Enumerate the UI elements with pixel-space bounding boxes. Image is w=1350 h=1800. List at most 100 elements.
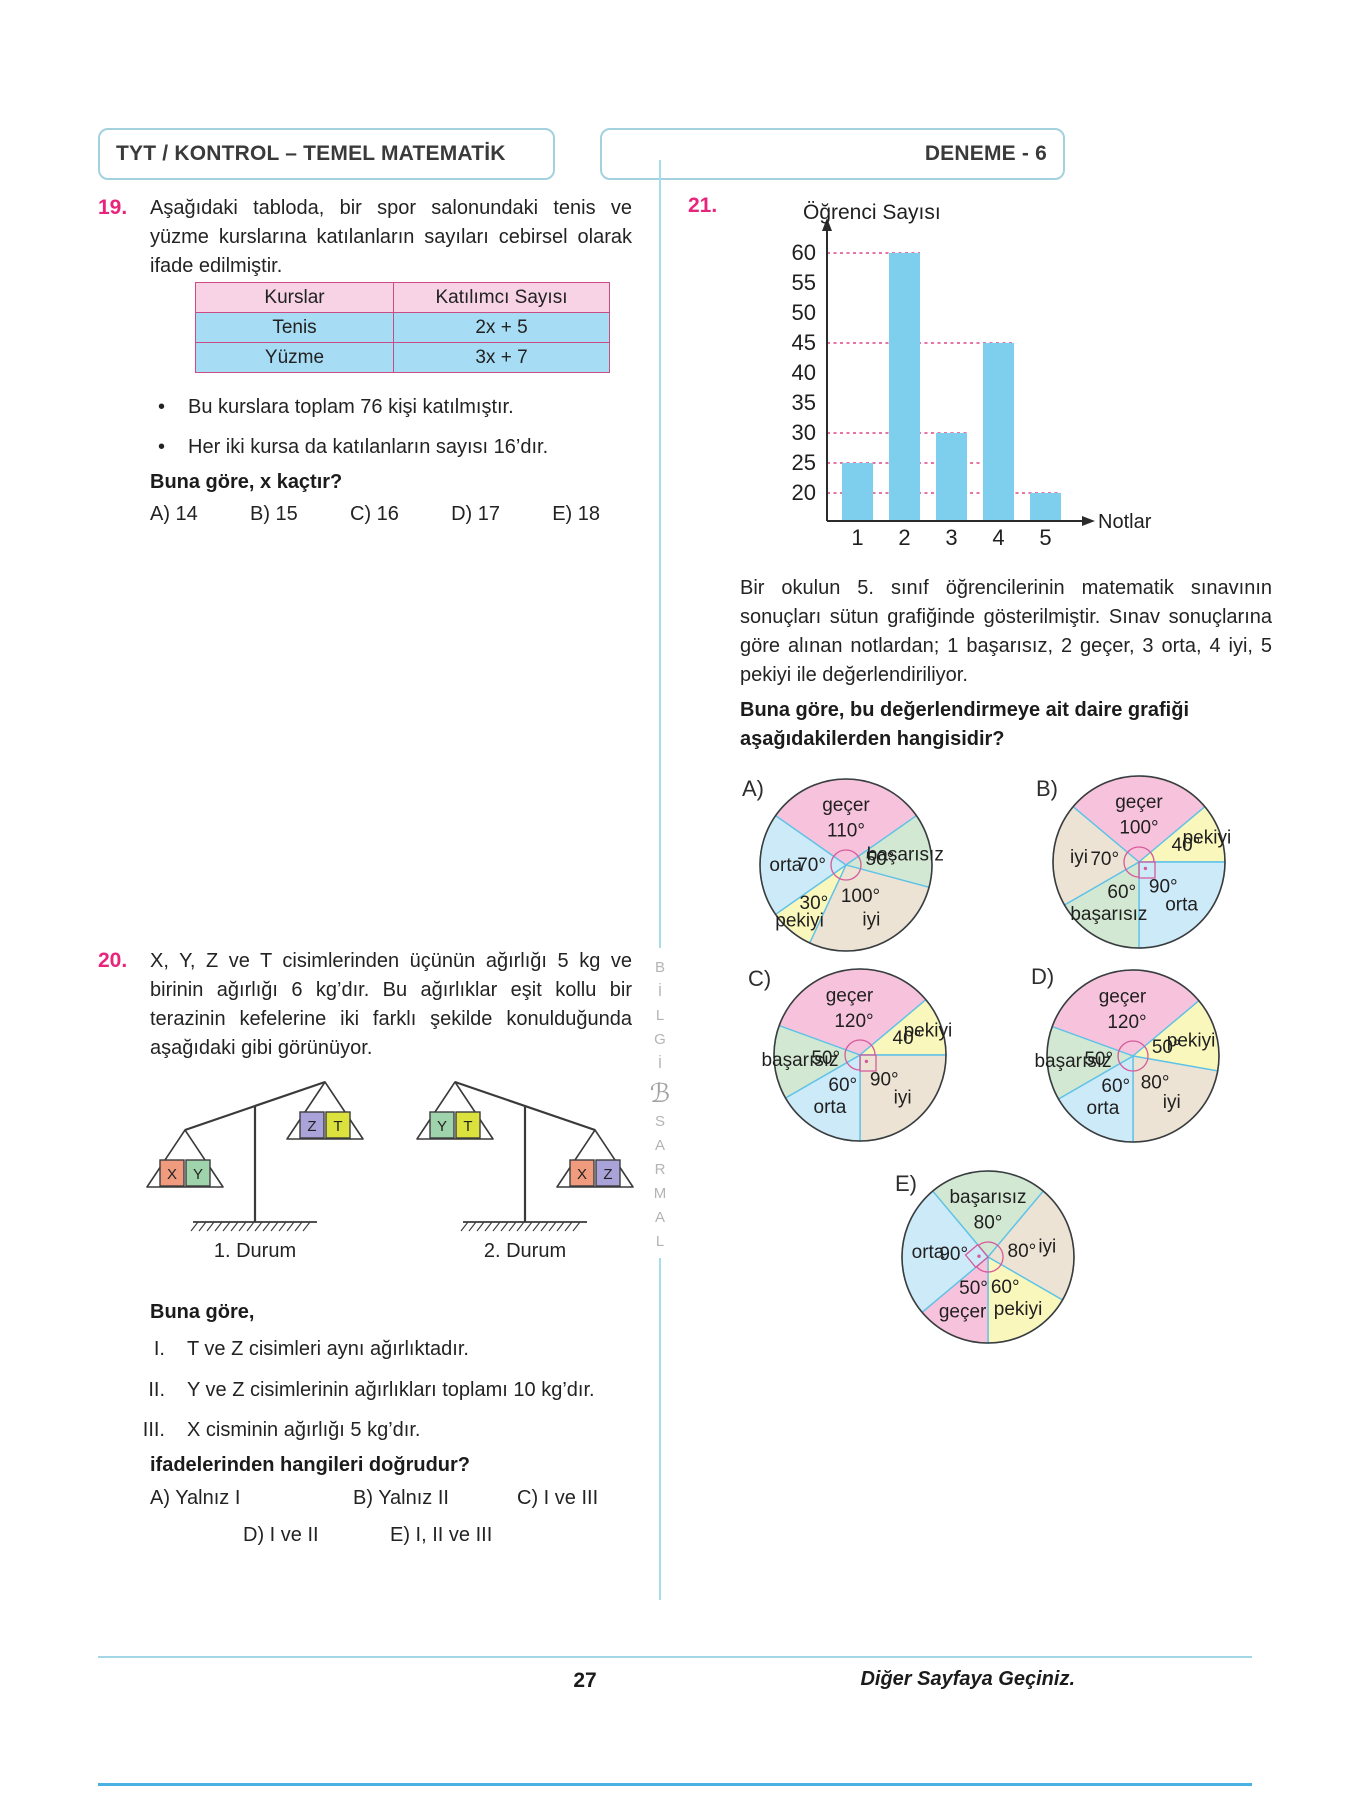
pie-slice-degree: 60° [991,1277,1020,1298]
pie-slice-degree: 50° [1152,1037,1181,1058]
pie-slice-degree: 80° [1141,1072,1170,1093]
pie-slice-degree: 100° [1119,818,1158,839]
pie-slice-label: pekiyi [904,1020,953,1041]
pie-slice-label: iyi [1038,1237,1056,1258]
ground-hatch [476,1221,485,1232]
x-tick-label: 3 [945,525,957,550]
bar [842,463,873,521]
bullet-icon: • [158,436,166,458]
option-a: A) 14 [150,503,198,525]
ground-hatch [524,1221,533,1232]
ground-hatch [270,1221,279,1232]
y-tick-label: 50 [792,300,816,325]
ground-hatch [540,1221,549,1232]
scale-caption: 2. Durum [484,1240,566,1262]
footer-rule [98,1656,1252,1658]
pie-slice-label: geçer [1115,792,1163,813]
scale-caption: 1. Durum [214,1240,296,1262]
y-tick-label: 35 [792,390,816,415]
x-tick-label: 1 [851,525,863,550]
bottom-rule [98,1783,1252,1786]
question-intro: Buna göre, [150,1301,255,1323]
pie-outline [759,778,933,952]
footer-note: Diğer Sayfaya Geçiniz. [860,1668,1075,1690]
pie-slice-label: başarısız [1070,904,1147,925]
q19-table: Kurslar Katılımcı Sayısı Tenis 2x + 5 Yü… [195,282,610,373]
ground-hatch [222,1221,231,1232]
y-tick-label: 30 [792,420,816,445]
y-tick-label: 55 [792,270,816,295]
weight-box-letter: X [167,1166,177,1183]
pie-slice-degree: 50° [866,849,895,870]
bullet-text: Her iki kursa da katılanların sayısı 16’… [188,436,549,458]
balance-scale: Y T X Z 2. Durum [416,1080,634,1262]
right-angle-mark [1138,861,1156,879]
watermark-letter: G [654,1031,666,1048]
weight-box-letter: T [333,1118,342,1135]
option-c-label: C) [748,966,772,991]
y-tick-label: 45 [792,330,816,355]
table-cell: Yüzme [195,342,394,373]
y-tick-label: 60 [792,240,816,265]
weight-box-letter: Y [437,1118,447,1135]
right-angle-dot [864,1059,869,1064]
option-a-label: A) [742,776,764,801]
statement-roman: I. [153,1338,165,1360]
right-angle-mark [859,1054,877,1072]
scale-pan [556,1129,634,1188]
option-d: D) I ve II [243,1524,319,1546]
bullet-item: • Bu kurslara toplam 76 kişi katılmıştır… [158,396,628,419]
pie-slice-label: başarısız [867,845,944,866]
option-c: C) 16 [350,503,399,525]
column-divider [659,1258,661,1600]
pie-slice-degree: 80° [974,1213,1003,1234]
pie-slice-label: orta [814,1097,847,1118]
question-text: Bir okulun 5. sınıf öğrencilerinin matem… [740,577,1272,686]
pie-slice-label: başarısız [761,1050,838,1071]
pie-slice-degree: 70° [797,855,826,876]
statement-text: X cisminin ağırlığı 5 kg’dır. [187,1419,421,1441]
table-cell: Tenis [195,312,394,343]
exam-title: DENEME - 6 [924,142,1047,165]
pie-slice-degree: 90° [939,1244,968,1265]
table-row: Yüzme 3x + 7 [195,342,610,373]
ground-hatch [238,1221,247,1232]
pie-slice-degree: 60° [1101,1076,1130,1097]
ground-hatch [508,1221,517,1232]
ground-hatch [278,1221,287,1232]
right-angle-dot [977,1254,981,1258]
ground-hatch [206,1221,215,1232]
pie-slice-degree: 90° [870,1069,899,1090]
pie-slice-label: iyi [1070,847,1088,868]
x-axis-arrow [1082,516,1095,526]
pie-slice-degree: 80° [1008,1241,1037,1262]
weight-box [299,1111,325,1139]
question-prompt: Buna göre, bu değerlendirmeye ait daire … [740,699,1189,750]
statement-item: II. Y ve Z cisimlerinin ağırlıkları topl… [125,1379,594,1402]
pie-slice-degree: 120° [834,1011,873,1032]
ground-hatch [214,1221,223,1232]
exam-header: DENEME - 6 [600,128,1065,180]
option-b-label: B) [1036,776,1058,801]
ground-hatch [190,1221,199,1232]
pie-outline [773,968,947,1142]
bar [1030,493,1061,521]
pie-chart-d: geçer120°pekiyi50°iyi80°orta60°başarısız… [1034,969,1220,1143]
bullet-text: Bu kurslara toplam 76 kişi katılmıştır. [188,396,514,418]
pie-outline [901,1170,1075,1344]
angle-arc [1117,1040,1149,1072]
watermark-letter: S [654,1113,665,1130]
pie-slice-degree: 60° [1107,882,1136,903]
watermark-letter: İ [657,1055,663,1072]
pie-slice-label: iyi [862,910,880,931]
pie-slice-label: geçer [826,986,874,1007]
ground-hatch [564,1221,573,1232]
angle-arc [1123,846,1155,878]
ground-hatch [500,1221,509,1232]
pie-slice-degree: 30° [800,893,829,914]
